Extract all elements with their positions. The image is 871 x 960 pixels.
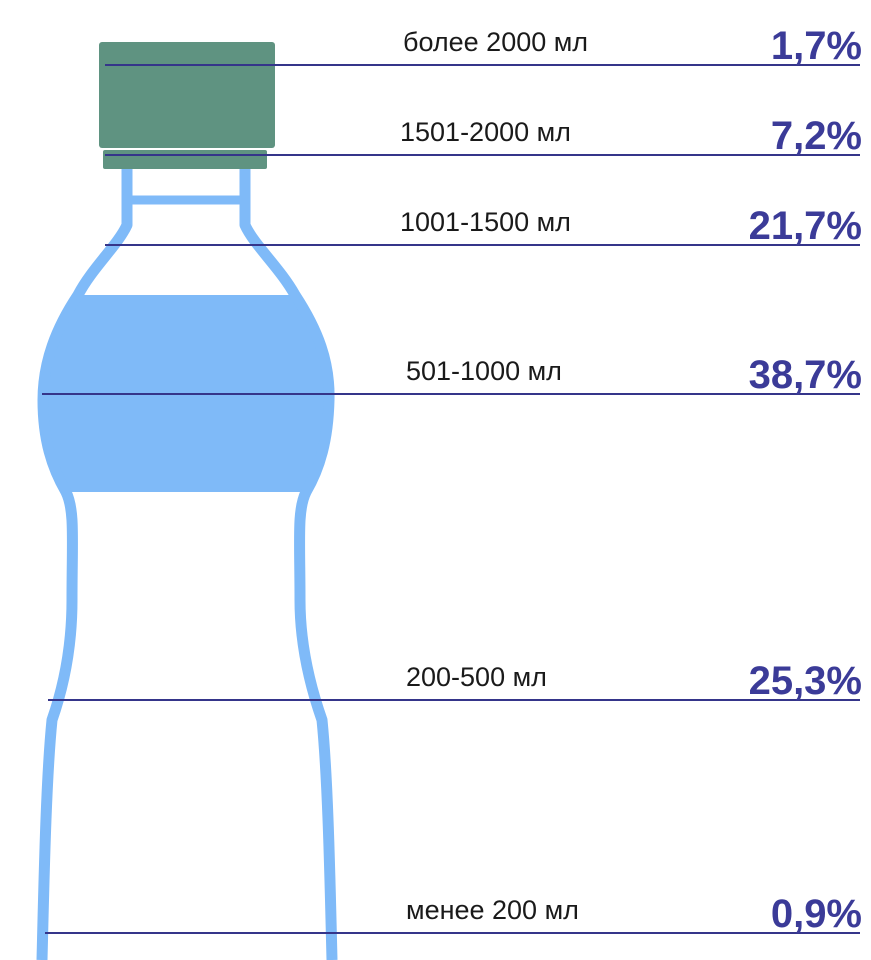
level-share: 7,2% bbox=[771, 114, 862, 158]
level-label: 200-500 мл bbox=[406, 662, 547, 692]
bottle bbox=[42, 42, 332, 960]
bottle-cap bbox=[99, 42, 275, 148]
level-share: 38,7% bbox=[749, 353, 862, 397]
level-label: 1501-2000 мл bbox=[400, 117, 571, 147]
cap-ring bbox=[103, 150, 267, 169]
level-label: 1001-1500 мл bbox=[400, 207, 571, 237]
level-share: 0,9% bbox=[771, 892, 862, 936]
level-share: 1,7% bbox=[771, 24, 862, 68]
level-share: 21,7% bbox=[749, 204, 862, 248]
infographic: более 2000 мл 1,7% 1501-2000 мл 7,2% 1001-15… bbox=[0, 0, 871, 960]
level-label: менее 200 мл bbox=[406, 895, 579, 925]
bottle-outline bbox=[42, 168, 332, 960]
level-label: более 2000 мл bbox=[403, 27, 588, 57]
level-share: 25,3% bbox=[749, 659, 862, 703]
level-label: 501-1000 мл bbox=[406, 356, 562, 386]
